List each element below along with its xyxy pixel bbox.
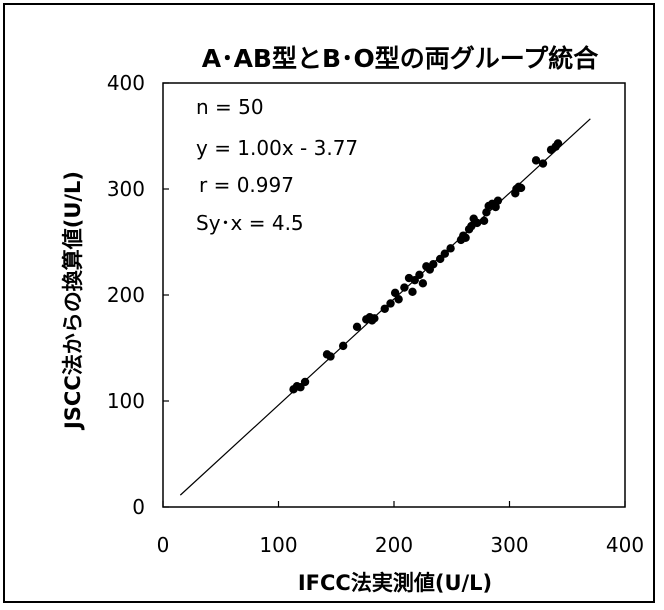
data-point — [380, 304, 389, 313]
x-tick-label: 300 — [490, 533, 528, 557]
chart-title: A･AB型とB･O型の両グループ統合 — [202, 44, 600, 73]
data-point — [440, 249, 450, 258]
stat-r: r = 0.997 — [199, 173, 294, 197]
data-point — [326, 352, 335, 361]
data-point — [390, 288, 400, 298]
data-point — [446, 244, 455, 253]
data-point — [461, 233, 470, 242]
y-tick-label: 200 — [107, 283, 145, 307]
data-point — [415, 270, 424, 280]
data-point — [429, 260, 438, 269]
stats-box: n = 50 y = 1.00x - 3.77 r = 0.997 Sy･x =… — [196, 95, 358, 235]
data-point — [386, 299, 395, 308]
data-point — [546, 145, 556, 154]
data-point — [491, 202, 500, 212]
data-point — [479, 216, 489, 225]
stat-syx: Sy･x = 4.5 — [196, 211, 304, 235]
data-point — [482, 208, 491, 217]
data-point — [531, 156, 541, 165]
x-tick-label: 200 — [375, 533, 413, 557]
x-tick-label: 400 — [606, 533, 644, 557]
y-tick-label: 300 — [107, 177, 145, 201]
y-axis-title: JSCC法からの換算値(U/L) — [61, 171, 85, 431]
data-point — [352, 322, 362, 331]
y-tick-label: 100 — [107, 389, 145, 413]
data-point — [300, 377, 310, 387]
data-point — [394, 295, 403, 304]
x-tick-labels: 0 100 200 300 400 — [157, 533, 644, 557]
data-point — [493, 196, 503, 205]
data-point — [553, 139, 563, 148]
y-tick-label: 400 — [107, 71, 145, 95]
x-axis-title: IFCC法実測値(U/L) — [298, 571, 492, 595]
data-point — [516, 183, 526, 193]
data-point — [400, 283, 409, 292]
plot-area — [162, 82, 626, 508]
data-point — [418, 279, 428, 288]
x-tick-label: 100 — [259, 533, 297, 557]
data-point — [408, 287, 417, 297]
stat-n: n = 50 — [196, 95, 264, 119]
data-point — [370, 314, 379, 323]
y-tick-labels: 0 100 200 300 400 — [107, 71, 145, 519]
data-point — [338, 341, 348, 351]
chart-frame — [3, 3, 655, 603]
stat-equation: y = 1.00x - 3.77 — [196, 136, 358, 160]
data-point — [538, 159, 548, 168]
data-point — [472, 218, 482, 228]
y-tick-label: 0 — [132, 495, 145, 519]
x-tick-label: 0 — [157, 533, 170, 557]
